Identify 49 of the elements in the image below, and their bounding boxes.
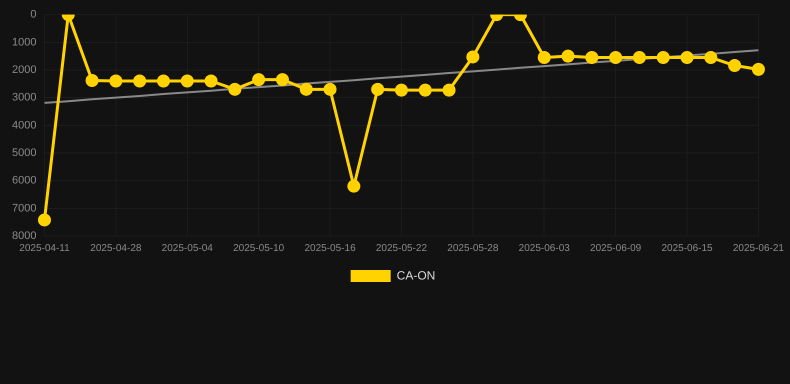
point — [466, 50, 480, 64]
point — [204, 74, 218, 88]
point — [300, 82, 313, 96]
point — [704, 50, 718, 64]
y-tick-label: 0 — [30, 8, 36, 21]
point — [133, 74, 146, 88]
point — [442, 84, 456, 97]
x-tick-label: 2025-06-15 — [661, 242, 714, 254]
point — [86, 74, 99, 87]
y-tick-label: 5000 — [12, 147, 36, 160]
y-tick-label: 8000 — [12, 230, 36, 242]
point — [562, 50, 575, 63]
point — [347, 180, 360, 193]
x-tick-label: 2025-05-22 — [376, 242, 428, 254]
point — [371, 82, 384, 96]
point — [609, 50, 622, 64]
x-tick-label: 2025-05-16 — [304, 242, 356, 254]
y-tick-label: 2000 — [12, 64, 36, 76]
y-tick-label: 7000 — [12, 202, 36, 214]
point — [632, 50, 646, 64]
y-tick-label: 1000 — [12, 36, 36, 48]
point — [324, 82, 337, 96]
point — [228, 82, 242, 96]
point — [656, 50, 670, 64]
point — [752, 62, 765, 76]
point — [276, 73, 289, 86]
x-tick-label: 2025-06-03 — [518, 242, 570, 254]
legend-label: CA-ON — [396, 268, 436, 282]
point — [680, 50, 694, 64]
x-tick-label: 2025-04-28 — [90, 242, 142, 254]
point — [728, 59, 742, 72]
x-tick-label: 2025-05-04 — [162, 242, 214, 254]
y-tick-label: 3000 — [12, 92, 36, 104]
y-tick-label: 4000 — [12, 119, 36, 132]
point — [156, 74, 170, 88]
point — [418, 84, 432, 97]
point — [538, 50, 551, 64]
x-tick-label: 2025-06-21 — [732, 242, 784, 254]
point — [180, 74, 194, 88]
point — [394, 84, 408, 97]
point — [109, 74, 122, 88]
x-tick-label: 2025-06-09 — [590, 242, 642, 254]
x-tick-label: 2025-05-28 — [447, 242, 499, 254]
y-tick-label: 6000 — [12, 174, 36, 187]
point — [38, 213, 51, 226]
x-tick-label: 2025-05-10 — [233, 242, 285, 254]
x-tick-label: 2025-04-11 — [19, 242, 70, 254]
point — [252, 73, 266, 86]
point — [585, 50, 598, 64]
